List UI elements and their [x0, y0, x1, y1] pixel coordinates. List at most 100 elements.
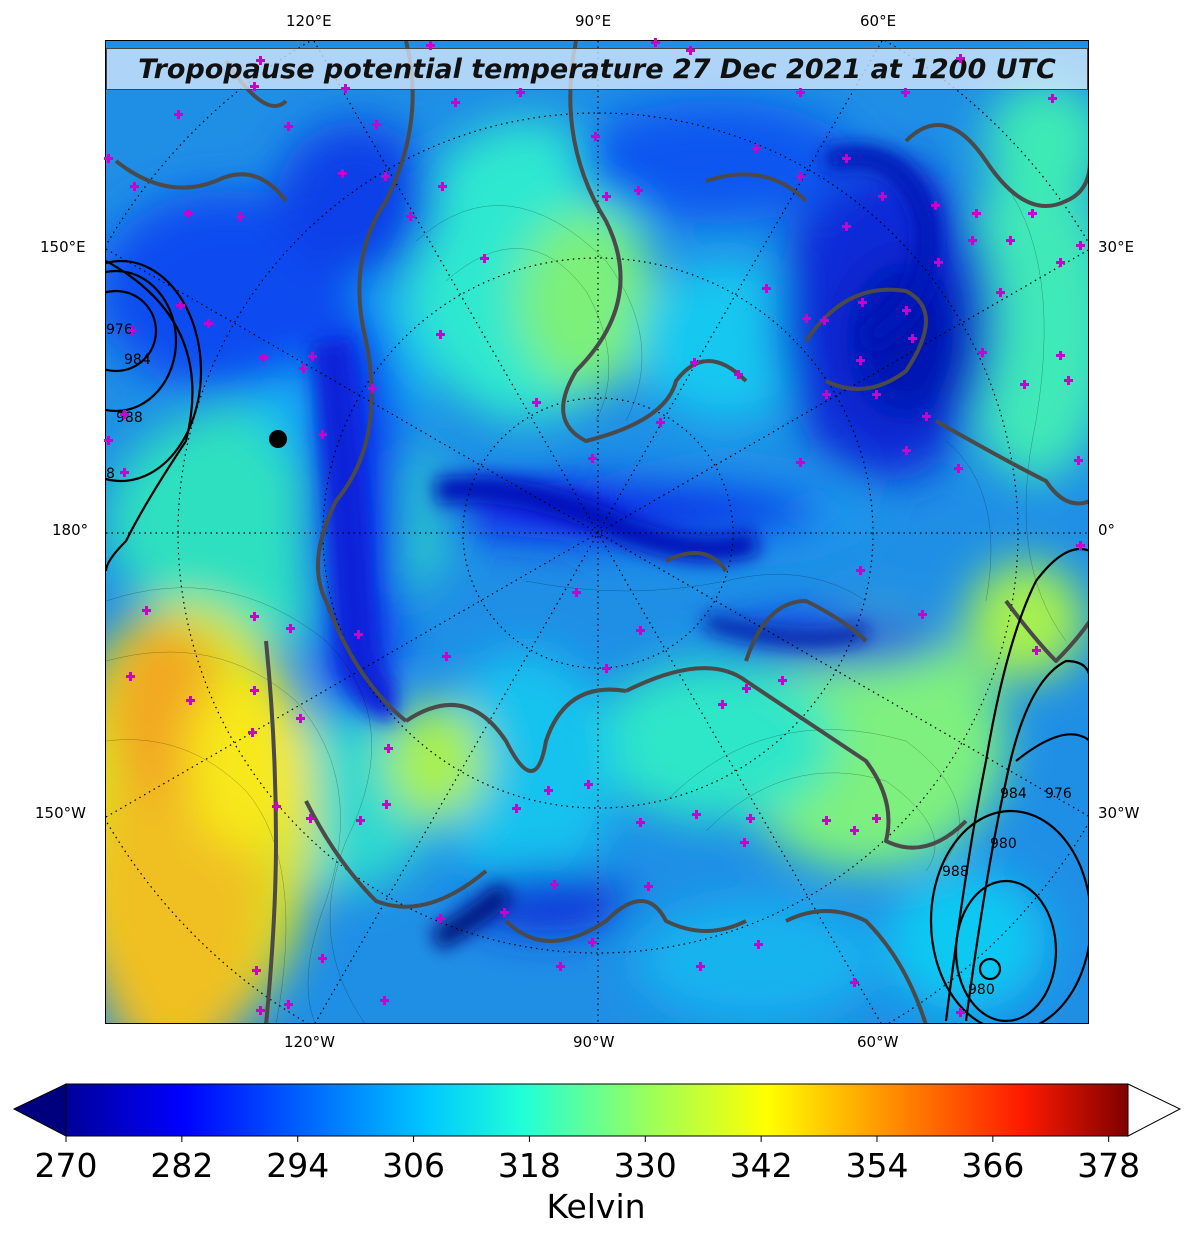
lon-label-right: 30°W	[1098, 804, 1140, 822]
station-marker	[284, 122, 293, 131]
station-marker	[436, 914, 445, 923]
station-marker	[1074, 456, 1083, 465]
pressure-label: 980	[968, 982, 995, 998]
lon-label-bottom: 120°W	[284, 1033, 335, 1051]
station-marker	[746, 814, 755, 823]
station-marker	[186, 696, 195, 705]
station-marker	[341, 84, 350, 93]
lon-label-left: 180°	[52, 521, 89, 539]
station-marker	[299, 364, 308, 373]
station-marker	[656, 418, 665, 427]
colorbar-tick-label: 354	[845, 1146, 909, 1185]
lon-label-top: 60°E	[860, 12, 897, 30]
station-marker	[480, 254, 489, 263]
station-marker	[858, 298, 867, 307]
station-marker	[318, 430, 327, 439]
graticule	[106, 41, 1088, 1023]
station-marker	[550, 880, 559, 889]
station-marker	[850, 826, 859, 835]
pressure-label: 980	[990, 836, 1017, 852]
colorbar-tick-label: 318	[497, 1146, 561, 1185]
station-marker	[1056, 351, 1065, 360]
pressure-label: 984	[1000, 786, 1027, 802]
station-marker	[296, 714, 305, 723]
station-marker	[284, 1000, 293, 1009]
station-marker	[382, 800, 391, 809]
station-marker	[354, 630, 363, 639]
station-marker	[934, 258, 943, 267]
station-marker	[820, 316, 829, 325]
station-marker	[850, 978, 859, 987]
station-marker	[426, 41, 435, 50]
station-marker	[356, 816, 365, 825]
station-marker	[272, 802, 281, 811]
colorbar-tick-label: 294	[266, 1146, 330, 1185]
station-marker	[250, 612, 259, 621]
lon-label-right: 0°	[1098, 521, 1116, 539]
station-marker	[128, 326, 137, 335]
lon-label-bottom: 90°W	[573, 1033, 615, 1051]
station-marker	[451, 98, 460, 107]
map-title: Tropopause potential temperature 27 Dec …	[138, 53, 1056, 85]
station-marker	[1056, 258, 1065, 267]
station-marker	[690, 358, 699, 367]
station-marker	[248, 728, 257, 737]
lon-label-bottom: 60°W	[857, 1033, 899, 1051]
station-marker	[250, 686, 259, 695]
station-marker	[256, 56, 265, 65]
station-marker	[259, 353, 268, 362]
colorbar-tick-marks	[65, 1136, 1110, 1142]
station-marker	[972, 209, 981, 218]
station-marker	[651, 38, 660, 47]
colorbar-tick-label: 342	[729, 1146, 793, 1185]
station-marker	[308, 352, 317, 361]
station-marker	[796, 458, 805, 467]
station-marker	[778, 676, 787, 685]
station-marker	[954, 464, 963, 473]
station-marker	[692, 810, 701, 819]
station-marker	[120, 468, 129, 477]
pressure-label: 976	[1045, 786, 1072, 802]
station-marker	[902, 446, 911, 455]
colorbar-tick-label: 366	[961, 1146, 1025, 1185]
station-marker	[204, 319, 213, 328]
pressure-label: 8	[106, 466, 115, 482]
station-marker	[752, 144, 761, 153]
pressure-contours	[106, 259, 1088, 1023]
station-marker	[256, 1006, 265, 1015]
colorbar-tick-label: 378	[1077, 1146, 1141, 1185]
station-marker	[236, 212, 245, 221]
station-marker	[250, 82, 259, 91]
station-marker	[516, 88, 525, 97]
station-marker	[856, 356, 865, 365]
station-marker	[1032, 646, 1041, 655]
station-marker	[796, 88, 805, 97]
station-marker	[544, 786, 553, 795]
station-marker	[380, 996, 389, 1005]
station-marker	[718, 700, 727, 709]
station-marker	[956, 54, 965, 63]
station-marker	[338, 169, 347, 178]
pressure-label: 984	[124, 352, 151, 368]
station-marker	[762, 284, 771, 293]
station-marker	[438, 182, 447, 191]
station-marker	[372, 120, 381, 129]
station-marker	[636, 626, 645, 635]
station-marker	[1064, 376, 1073, 385]
station-marker	[584, 780, 593, 789]
station-marker	[1048, 94, 1057, 103]
station-marker	[901, 88, 910, 97]
station-marker	[120, 410, 129, 419]
lon-label-top: 90°E	[575, 12, 612, 30]
station-marker	[1076, 541, 1085, 550]
station-marker	[734, 370, 743, 379]
colorbar-tick-label: 330	[613, 1146, 677, 1185]
station-marker	[802, 314, 811, 323]
station-marker	[634, 186, 643, 195]
station-marker	[968, 236, 977, 245]
station-marker	[922, 412, 931, 421]
station-marker	[696, 962, 705, 971]
pressure-label: 976	[106, 322, 133, 338]
colorbar-extend-low	[12, 1083, 67, 1137]
colorbar-label: Kelvin	[546, 1187, 646, 1226]
